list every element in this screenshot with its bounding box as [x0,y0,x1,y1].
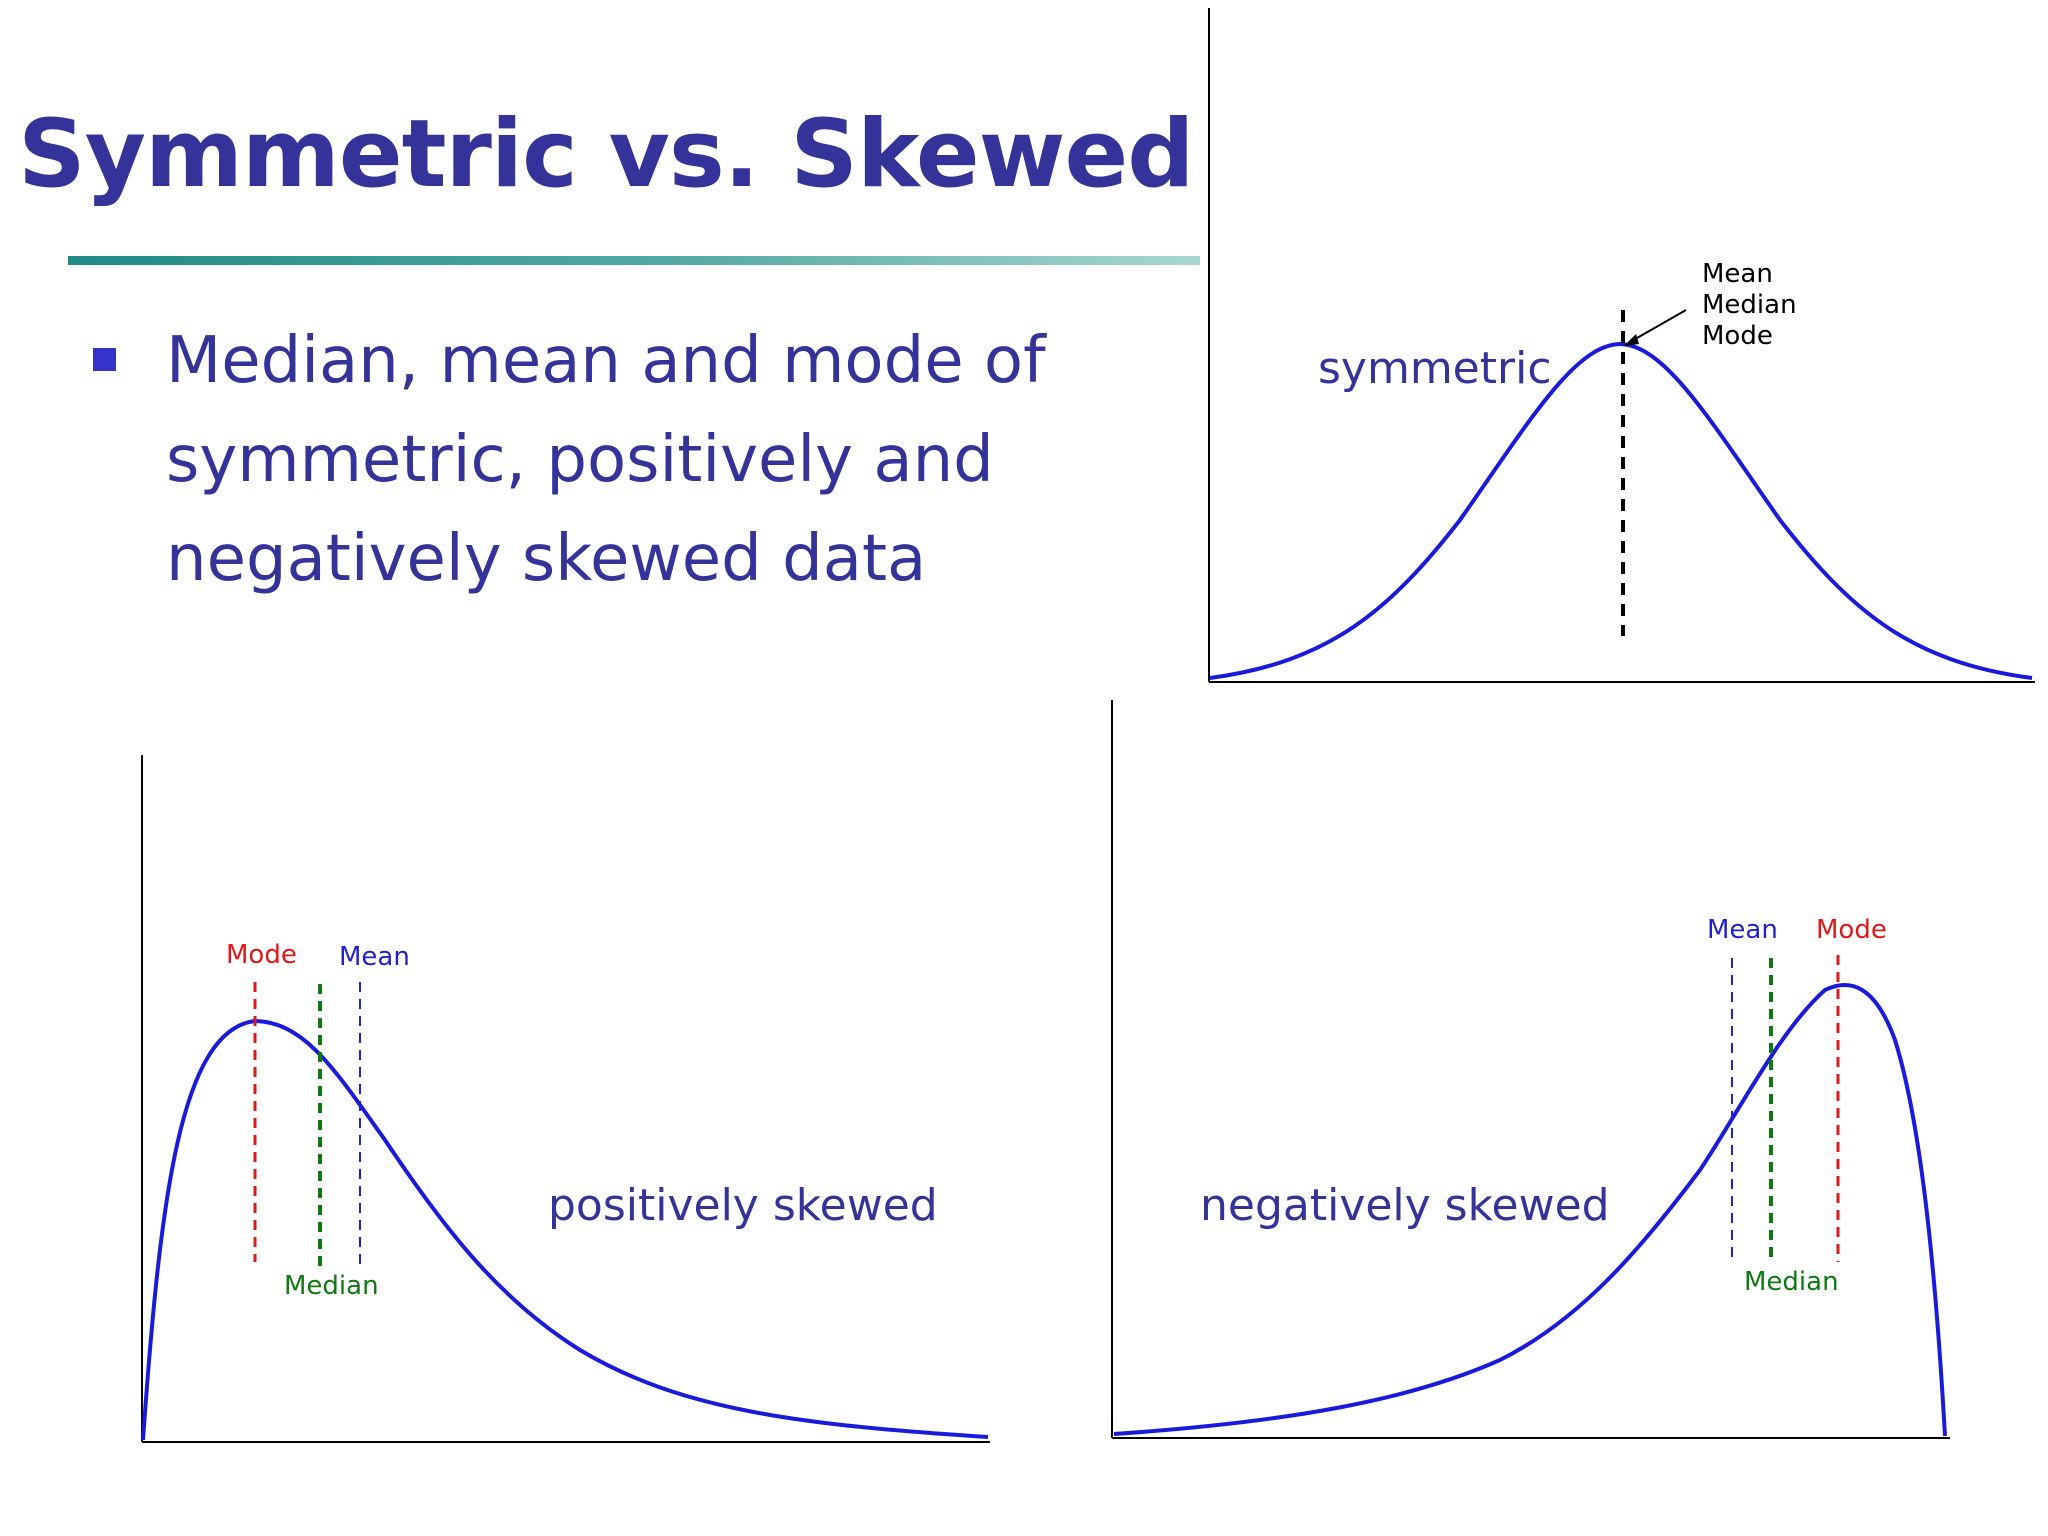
negative-skew-curve [1113,983,1947,1437]
symmetric-annotation-pointer [1629,309,1687,343]
symmetric-mean-label: Mean [1702,259,1773,289]
negative-mode-label: Mode [1816,915,1887,945]
title-underline [68,256,1200,265]
positive-median-label: Median [284,1271,379,1301]
symmetric-mode-label: Mode [1702,321,1773,351]
bullet-text: Median, mean and mode of symmetric, posi… [166,312,1066,609]
positive-skew-diagram: Mode Mean Median positively skewed [141,755,990,1443]
slide-title: Symmetric vs. Skewed Data [18,100,1198,209]
positive-skew-curve [141,1018,989,1441]
negative-median-label: Median [1744,1267,1839,1297]
bullet-line-2: symmetric, positively and [166,423,994,497]
negative-mean-label: Mean [1707,915,1778,945]
negative-skew-label: negatively skewed [1200,1180,1610,1231]
symmetric-arrowhead-icon [1624,334,1639,346]
positive-skew-label: positively skewed [548,1180,938,1231]
symmetric-curve [1209,341,2033,680]
positive-mode-label: Mode [226,940,297,970]
symmetric-median-label: Median [1702,290,1797,320]
positive-mean-label: Mean [339,942,410,972]
bullet-square-icon [93,348,116,371]
negative-skew-diagram: Mean Mode Median negatively skewed [1111,700,1950,1439]
symmetric-diagram: symmetric Mean Median Mode [1208,8,2035,683]
bullet-line-3: negatively skewed data [166,522,927,596]
bullet-line-1: Median, mean and mode of [166,324,1046,398]
symmetric-label: symmetric [1318,343,1552,394]
